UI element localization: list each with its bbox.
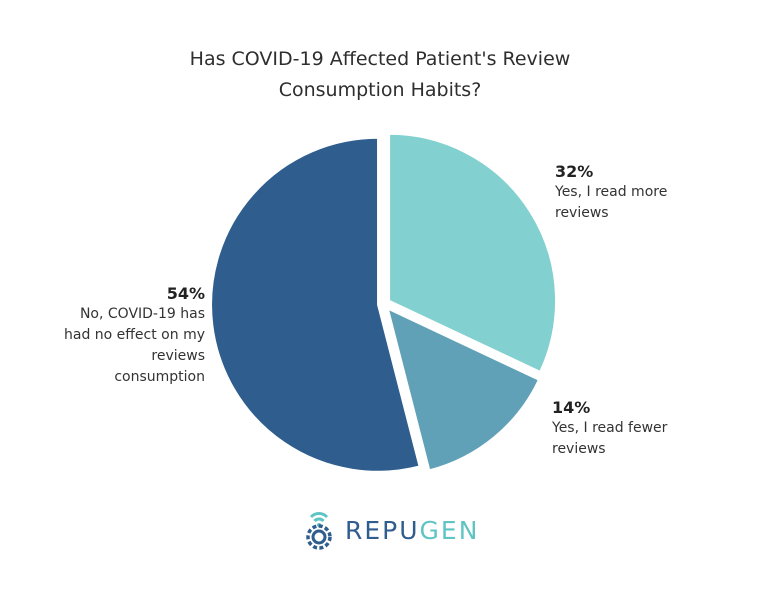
pie-slice-read-fewer — [386, 306, 541, 472]
slice-annotation-read-more: 32% Yes, I read more reviews — [555, 162, 695, 224]
slice-label-no-effect-line-3: reviews — [151, 348, 205, 364]
chart-title-line-1: Has COVID-19 Affected Patient's Review — [189, 48, 571, 70]
slice-annotation-read-fewer: 14% Yes, I read fewer reviews — [552, 398, 692, 460]
slice-annotation-no-effect: 54% No, COVID-19 has had no effect on my… — [40, 284, 205, 388]
brand-name-part-2: GEN — [419, 516, 480, 545]
pie-slice-read-more — [388, 132, 558, 374]
slice-percent-no-effect: 54% — [166, 284, 205, 303]
brand-name-part-1: REPU — [345, 516, 420, 545]
slice-label-no-effect-line-4: consumption — [114, 369, 205, 385]
repugen-logo-icon — [306, 512, 332, 550]
brand-name: REPUGEN — [345, 516, 479, 545]
slice-label-read-more-line-1: Yes, I read more — [555, 184, 668, 200]
chart-title-line-2: Consumption Habits? — [278, 79, 482, 101]
chart-title: Has COVID-19 Affected Patient's Review C… — [0, 44, 760, 106]
slice-label-read-more-line-2: reviews — [555, 205, 609, 221]
slice-label-no-effect-line-2: had no effect on my — [64, 327, 205, 343]
slice-percent-read-fewer: 14% — [552, 398, 591, 417]
slice-label-read-fewer-line-1: Yes, I read fewer — [552, 420, 668, 436]
pie-slice-no-effect — [210, 136, 421, 473]
slice-percent-read-more: 32% — [555, 162, 594, 181]
slice-label-read-fewer-line-2: reviews — [552, 441, 606, 457]
slice-label-no-effect-line-1: No, COVID-19 has — [79, 306, 205, 322]
